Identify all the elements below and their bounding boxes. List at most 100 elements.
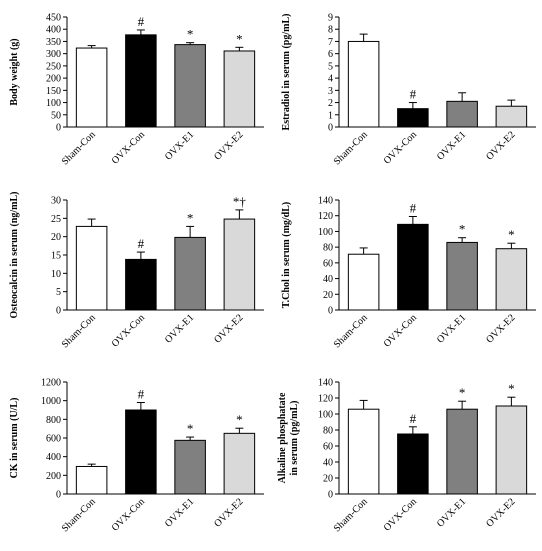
significance-marker: # <box>138 387 145 402</box>
x-tick-label: OVX-E2 <box>484 312 517 345</box>
y-tick-label: 0 <box>56 490 61 501</box>
significance-marker: *† <box>233 194 247 209</box>
bar-ovx-e1 <box>174 44 206 128</box>
y-tick-label: 1000 <box>41 396 61 407</box>
y-tick-label: 0 <box>56 306 61 317</box>
bar-ovx-con <box>125 34 157 128</box>
y-tick-label: 15 <box>51 251 61 262</box>
y-tick-label: 600 <box>46 434 61 445</box>
x-tick-label: OVX-E2 <box>484 129 517 162</box>
y-tick-label: 200 <box>46 74 61 85</box>
y-tick-label: 10 <box>51 269 61 280</box>
y-tick-label: 300 <box>46 49 61 60</box>
y-tick-label: 140 <box>318 378 333 389</box>
bar-sham-con <box>347 408 380 495</box>
x-tick-label: Sham-Con <box>60 312 98 350</box>
bar-ovx-e1 <box>174 236 206 311</box>
y-tick-label: 50 <box>51 110 61 121</box>
y-axis-title: CK in serum (U/L) <box>9 398 20 479</box>
x-tick-label: OVX-E2 <box>212 312 245 345</box>
x-tick-label: Sham-Con <box>60 496 98 534</box>
y-tick-label: 250 <box>46 61 61 72</box>
y-tick-label: 350 <box>46 37 61 48</box>
y-axis-title-line: Alkaline phosphatate <box>277 392 288 483</box>
bar-ovx-con <box>397 108 429 128</box>
x-tick-label: Sham-Con <box>332 496 370 534</box>
significance-marker: * <box>187 27 194 42</box>
y-tick-label: 20 <box>323 290 333 301</box>
y-tick-label: 40 <box>323 458 333 469</box>
bar-ovx-e2 <box>495 248 528 311</box>
chart-panel-3: 0 5 10 15 20 25 30 Osteocalcin in serum (ng/mL)… <box>9 192 264 350</box>
y-tick-label: 0 <box>328 306 333 317</box>
y-tick-label: 120 <box>318 211 333 222</box>
y-tick-label: 5 <box>328 61 333 72</box>
chart-panel-4: 0 20 40 60 80 100 120 140 T.Chol in serum (mg/dL… <box>281 196 536 350</box>
y-tick-label: 2 <box>328 98 333 109</box>
y-tick-label: 80 <box>323 426 333 437</box>
bar-ovx-con <box>397 223 429 311</box>
y-tick-label: 5 <box>56 287 61 298</box>
significance-marker: * <box>187 421 194 436</box>
x-tick-label: OVX-Con <box>382 496 419 533</box>
x-tick-label: OVX-E1 <box>163 129 196 162</box>
x-tick-label: OVX-E1 <box>163 312 196 345</box>
y-tick-label: 150 <box>46 86 61 97</box>
bar-sham-con <box>347 253 380 311</box>
bar-ovx-e2 <box>223 50 256 128</box>
bar-sham-con <box>75 225 108 311</box>
x-tick-label: OVX-Con <box>110 129 147 166</box>
bar-ovx-con <box>125 409 157 495</box>
x-tick-label: OVX-Con <box>110 312 147 349</box>
significance-marker: # <box>138 14 145 29</box>
y-tick-label: 60 <box>323 442 333 453</box>
significance-marker: # <box>138 236 145 251</box>
y-axis-title: Body weight (g) <box>9 38 20 105</box>
bar-ovx-con <box>397 433 429 495</box>
y-tick-label: 100 <box>46 98 61 109</box>
significance-marker: * <box>508 381 515 396</box>
x-tick-label: OVX-E2 <box>212 129 245 162</box>
x-tick-label: Sham-Con <box>60 129 98 167</box>
x-tick-label: OVX-E1 <box>435 129 468 162</box>
significance-marker: # <box>410 411 417 426</box>
y-tick-label: 4 <box>328 74 333 85</box>
bar-sham-con <box>75 47 108 128</box>
y-tick-label: 6 <box>328 49 333 60</box>
y-tick-label: 80 <box>323 243 333 254</box>
x-tick-label: OVX-E1 <box>435 496 468 529</box>
x-tick-label: OVX-E2 <box>212 496 245 529</box>
significance-marker: * <box>508 227 515 242</box>
bar-sham-con <box>347 40 380 128</box>
y-tick-label: 0 <box>328 490 333 501</box>
chart-panel-6: 0 20 40 60 80 100 120 140 Alkaline phosphatatein… <box>277 378 536 534</box>
y-tick-label: 100 <box>318 227 333 238</box>
bar-ovx-e1 <box>446 100 478 128</box>
bar-ovx-e2 <box>223 432 256 495</box>
bar-ovx-e1 <box>446 241 478 311</box>
bar-ovx-e2 <box>495 405 528 495</box>
y-tick-label: 450 <box>46 13 61 24</box>
y-tick-label: 7 <box>328 37 333 48</box>
significance-marker: * <box>236 31 243 46</box>
y-axis-title: Alkaline phosphatatein serum (pg/mL) <box>277 392 300 483</box>
y-tick-label: 60 <box>323 258 333 269</box>
y-tick-label: 800 <box>46 415 61 426</box>
x-tick-label: OVX-E1 <box>163 496 196 529</box>
y-tick-label: 20 <box>323 474 333 485</box>
x-tick-label: OVX-E2 <box>484 496 517 529</box>
y-tick-label: 0 <box>56 123 61 134</box>
y-tick-label: 140 <box>318 196 333 207</box>
x-tick-label: OVX-E1 <box>435 312 468 345</box>
significance-marker: * <box>459 222 466 237</box>
bar-ovx-e2 <box>495 105 528 128</box>
y-tick-label: 1200 <box>41 378 61 389</box>
y-axis-title: T.Chol in serum (mg/dL) <box>281 202 292 309</box>
y-axis-title: Estradiol in serum (pg/mL) <box>281 14 292 131</box>
y-tick-label: 8 <box>328 25 333 36</box>
y-axis-title: Osteocalcin in serum (ng/mL) <box>9 192 20 319</box>
y-tick-label: 400 <box>46 25 61 36</box>
x-tick-label: OVX-Con <box>382 312 419 349</box>
